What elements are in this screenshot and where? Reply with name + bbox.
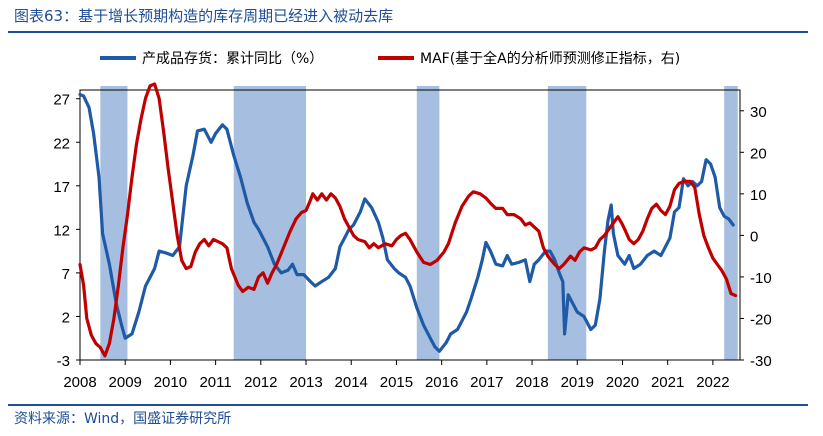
x-tick-label: 2022: [696, 374, 729, 391]
shaded-periods: [100, 86, 738, 360]
figure-title: 图表63：基于增长预期构造的库存周期已经进入被动去库: [14, 7, 394, 25]
legend-label-inventory: 产成品存货：累计同比（%）: [142, 50, 323, 67]
x-tick-label: 2015: [380, 374, 413, 391]
y-axis-right: 30 20 10 0 -10 -20 -30: [740, 104, 772, 370]
x-tick-label: 2018: [515, 374, 548, 391]
x-tick-label: 2014: [335, 374, 368, 391]
y-left-tick-label: 27: [53, 92, 70, 109]
legend-label-maf: MAF(基于全A的分析师预测修正指标，右): [420, 50, 680, 67]
y-right-tick-label: 20: [750, 145, 767, 162]
y-right-tick-label: 0: [750, 228, 758, 245]
chart: 2008 2009 2010 2011 2012 2013 2014 2015 2016 2017…: [53, 50, 772, 391]
y-left-tick-label: 17: [53, 179, 70, 196]
x-tick-label: 2010: [154, 374, 187, 391]
shaded-period-2: [416, 86, 440, 360]
y-left-tick-label: -3: [57, 353, 70, 370]
y-right-tick-label: 30: [750, 104, 767, 121]
y-right-tick-label: -20: [750, 311, 772, 328]
x-tick-label: 2013: [289, 374, 322, 391]
plot-frame: [79, 89, 741, 361]
legend: 产成品存货：累计同比（%） MAF(基于全A的分析师预测修正指标，右): [100, 50, 680, 67]
y-right-tick-label: -30: [750, 353, 772, 370]
title-underline: [8, 31, 808, 33]
x-tick-label: 2011: [199, 374, 231, 391]
y-left-tick-label: 7: [62, 266, 70, 283]
y-left-tick-label: 12: [53, 222, 70, 239]
x-tick-label: 2008: [63, 374, 96, 391]
inventory-series-line: [78, 92, 735, 353]
source-note: 资料来源：Wind，国盛证券研究所: [14, 411, 232, 427]
y-axis-left: 27 22 17 12 7 2 -3: [53, 92, 80, 370]
maf-series-line: [78, 82, 738, 358]
y-left-tick-label: 22: [53, 135, 70, 152]
y-right-tick-label: 10: [750, 187, 767, 204]
x-tick-label: 2012: [244, 374, 277, 391]
x-tick-label: 2019: [561, 374, 594, 391]
source-divider: [8, 404, 808, 406]
y-left-tick-label: 2: [62, 309, 70, 326]
x-tick-label: 2021: [651, 374, 684, 391]
y-right-tick-label: -10: [750, 270, 772, 287]
x-axis: 2008 2009 2010 2011 2012 2013 2014 2015 2016 2017…: [63, 360, 730, 391]
x-tick-label: 2017: [470, 374, 503, 391]
x-tick-label: 2009: [109, 374, 142, 391]
x-tick-label: 2020: [606, 374, 639, 391]
x-tick-label: 2016: [425, 374, 458, 391]
